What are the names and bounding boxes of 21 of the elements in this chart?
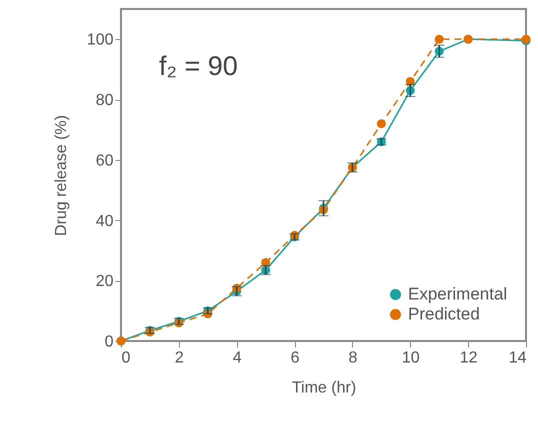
y-tick-label: 0 bbox=[104, 334, 114, 350]
x-tick-label: 8 bbox=[348, 350, 358, 366]
x-tick-label: 10 bbox=[402, 350, 420, 366]
annotation: f₂ = 90 bbox=[159, 51, 238, 81]
x-tick-label: 14 bbox=[508, 350, 527, 366]
x-tick-label: 6 bbox=[290, 350, 300, 366]
y-tick-label: 100 bbox=[86, 32, 114, 49]
y-tick-label: 80 bbox=[96, 92, 114, 110]
point bbox=[376, 119, 386, 128]
point bbox=[434, 34, 444, 44]
x-tick-label: 0 bbox=[122, 350, 130, 366]
y-tick-label: 40 bbox=[96, 212, 114, 230]
y-tick-label: 60 bbox=[96, 152, 114, 170]
legend-label: Experimental bbox=[408, 284, 508, 304]
x-tick-label: 4 bbox=[232, 350, 242, 366]
x-tick-label: 2 bbox=[174, 350, 184, 366]
x-axis-title: Time (hr) bbox=[292, 380, 356, 396]
x-tick-label: 12 bbox=[460, 350, 478, 366]
y-axis-title: Drug release (%) bbox=[52, 115, 70, 236]
y-tick-label: 20 bbox=[96, 273, 114, 290]
legend-label: Predicted bbox=[408, 304, 480, 324]
